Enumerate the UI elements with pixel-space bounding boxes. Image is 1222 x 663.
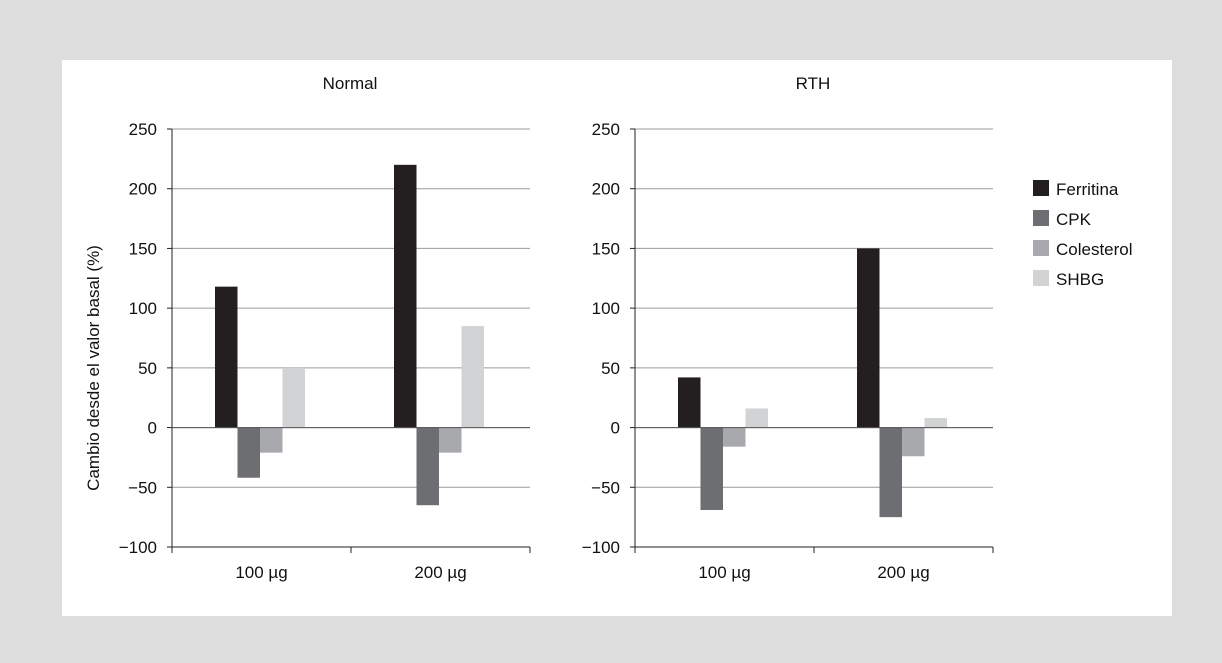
x-tick-label: 200 µg	[414, 563, 466, 582]
y-tick-label: 100	[592, 299, 620, 318]
legend-label-colesterol: Colesterol	[1056, 240, 1133, 259]
y-tick-label: 0	[611, 419, 620, 438]
legend-swatch-cpk	[1033, 210, 1049, 226]
chart-title: RTH	[796, 74, 831, 93]
legend-label-shbg: SHBG	[1056, 270, 1104, 289]
x-tick-label: 100 µg	[698, 563, 750, 582]
plots-layer: Normal 250 200 150 100 50 0 −50 −100 100 µg 200 µg…	[119, 74, 994, 582]
y-tick-label: 150	[129, 239, 157, 258]
chart-panel-1: Normal 250 200 150 100 50 0 −50 −100 100 µg 200 µg	[119, 74, 531, 582]
y-tick-label: 250	[592, 120, 620, 139]
bar-shbg-2	[924, 418, 947, 428]
bar-shbg-2	[461, 326, 484, 428]
bar-cpk-1	[700, 427, 723, 510]
x-tick-label: 100 µg	[235, 563, 287, 582]
chart-title: Normal	[323, 74, 378, 93]
bar-cpk-2	[879, 427, 902, 518]
legend-swatch-shbg	[1033, 270, 1049, 286]
x-tick-label: 200 µg	[877, 563, 929, 582]
y-tick-label: −100	[582, 538, 620, 557]
bar-shbg-1	[282, 367, 305, 428]
bar-shbg-1	[745, 408, 768, 428]
bar-ferritina-2	[857, 248, 880, 428]
y-tick-label: 150	[592, 239, 620, 258]
y-tick-label: −50	[591, 478, 620, 497]
y-tick-label: −100	[119, 538, 157, 557]
bar-colesterol-2	[902, 427, 925, 457]
bar-cpk-2	[416, 427, 439, 506]
bar-colesterol-1	[723, 427, 746, 447]
y-tick-label: 250	[129, 120, 157, 139]
y-tick-label: 50	[601, 359, 620, 378]
legend-label-cpk: CPK	[1056, 210, 1092, 229]
legend-swatch-colesterol	[1033, 240, 1049, 256]
legend-swatch-ferritina	[1033, 180, 1049, 196]
chart-panel-2: RTH 250 200 150 100 50 0 −50 −100 100 µg 200 µg	[582, 74, 994, 582]
y-tick-label: −50	[128, 478, 157, 497]
bar-colesterol-1	[260, 427, 283, 453]
y-axis-label: Cambio desde el valor basal (%)	[84, 245, 103, 491]
y-tick-label: 200	[592, 180, 620, 199]
bar-colesterol-2	[439, 427, 462, 453]
y-tick-label: 0	[148, 419, 157, 438]
bar-cpk-1	[237, 427, 260, 478]
bar-ferritina-2	[394, 164, 417, 428]
figure-panel	[62, 60, 1172, 616]
y-tick-label: 50	[138, 359, 157, 378]
legend-label-ferritina: Ferritina	[1056, 180, 1119, 199]
y-tick-label: 200	[129, 180, 157, 199]
legend: Ferritina CPK Colesterol SHBG	[1033, 180, 1133, 289]
bar-ferritina-1	[678, 377, 701, 428]
y-tick-label: 100	[129, 299, 157, 318]
bar-ferritina-1	[215, 286, 238, 428]
